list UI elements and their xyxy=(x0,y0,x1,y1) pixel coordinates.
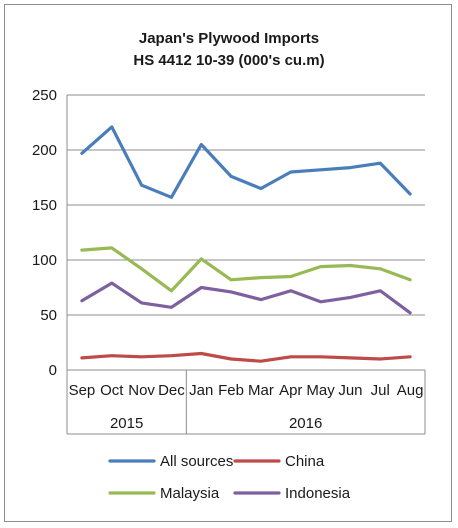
y-tick-label: 100 xyxy=(32,252,57,269)
x-tick-label: Apr xyxy=(279,382,302,399)
y-tick-label: 200 xyxy=(32,142,57,159)
year-label: 2015 xyxy=(110,415,143,432)
series-lines xyxy=(80,125,412,363)
x-tick-label: Nov xyxy=(128,382,155,399)
x-tick-label: Jun xyxy=(338,382,362,399)
legend-label-china: China xyxy=(285,453,325,470)
x-tick-label: Jul xyxy=(371,382,390,399)
legend-label-malaysia: Malaysia xyxy=(160,485,220,502)
series-line-malaysia xyxy=(80,246,412,293)
axes: 0 50 100 150 200 250 Sep Oct Nov Dec Jan Feb Mar Apr M… xyxy=(32,87,426,435)
x-tick-label: Aug xyxy=(397,382,424,399)
y-tick-label: 50 xyxy=(40,307,57,324)
x-tick-label: Oct xyxy=(100,382,124,399)
chart-subtitle: HS 4412 10-39 (000's cu.m) xyxy=(133,52,324,69)
chart-title: Japan's Plywood Imports xyxy=(139,30,319,47)
chart-frame xyxy=(4,4,452,522)
year-label: 2016 xyxy=(289,415,322,432)
legend-label-all-sources: All sources xyxy=(160,453,233,470)
legend: All sources China Malaysia Indonesia xyxy=(108,453,351,502)
x-tick-label: Jan xyxy=(189,382,213,399)
x-tick-label: Feb xyxy=(218,382,244,399)
legend-label-indonesia: Indonesia xyxy=(285,485,351,502)
y-tick-label: 0 xyxy=(49,362,57,379)
y-tick-label: 150 xyxy=(32,197,57,214)
x-tick-label: Mar xyxy=(248,382,274,399)
series-line-all-sources xyxy=(80,125,412,199)
x-tick-label: Sep xyxy=(69,382,96,399)
y-tick-label: 250 xyxy=(32,87,57,104)
series-line-china xyxy=(80,351,412,363)
gridlines xyxy=(67,94,425,316)
x-tick-label: May xyxy=(306,382,335,399)
series-line-indonesia xyxy=(80,281,412,315)
x-tick-label: Dec xyxy=(158,382,185,399)
